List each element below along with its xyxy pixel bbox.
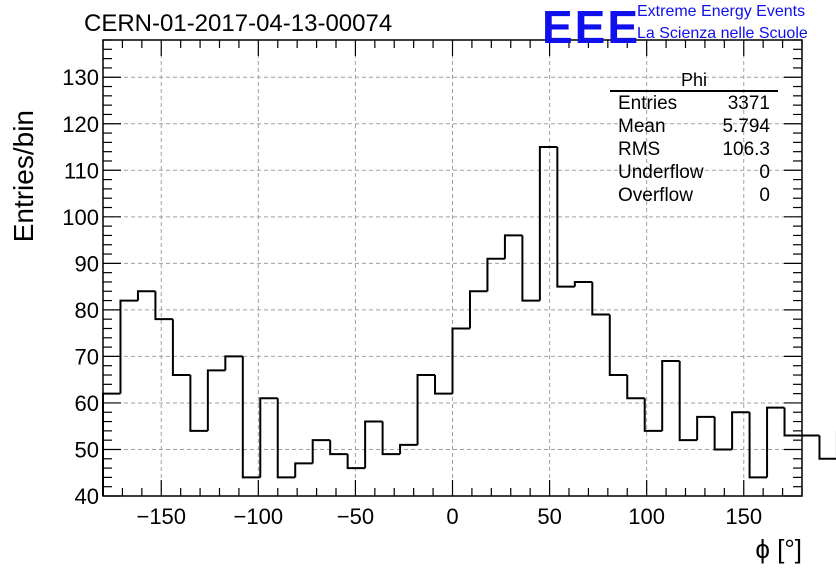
- logo-line-2: La Scienza nelle Scuole: [637, 25, 808, 42]
- stats-value: 0: [759, 162, 770, 183]
- x-tick-label: −100: [234, 504, 284, 529]
- histogram-bin: [364, 420, 383, 469]
- y-tick-label: 40: [75, 484, 99, 509]
- stats-row-mean: Mean 5.794: [610, 115, 778, 138]
- stats-box: Phi Entries 3371 Mean 5.794 RMS 106.3 Un…: [610, 70, 778, 207]
- histogram-bin: [294, 462, 313, 478]
- stats-row-overflow: Overflow 0: [610, 184, 778, 207]
- histogram-bin: [661, 360, 680, 431]
- y-tick-label: 90: [75, 251, 99, 276]
- histogram-bin: [136, 290, 156, 301]
- histogram-bin: [171, 319, 191, 377]
- stats-row-underflow: Underflow 0: [610, 161, 778, 184]
- axis-ticks: [102, 39, 803, 497]
- histogram-bin: [206, 369, 226, 431]
- stats-label: RMS: [618, 139, 661, 160]
- y-tick-label: 130: [62, 65, 99, 90]
- histogram-bin: [276, 398, 296, 479]
- histogram-bin: [608, 314, 628, 377]
- x-axis-label: ϕ [°]: [755, 534, 802, 564]
- chart-title: CERN-01-2017-04-13-00074: [84, 10, 393, 37]
- logo-line-1: Extreme Energy Events: [637, 3, 806, 20]
- histogram-bin: [643, 398, 663, 432]
- y-tick-label: 100: [62, 205, 99, 230]
- histogram-bin: [102, 392, 121, 496]
- x-tick-label: 50: [537, 504, 561, 529]
- y-axis-label: Entries/bin: [8, 110, 39, 243]
- grid-lines: [103, 40, 802, 496]
- histogram-bin: [766, 406, 785, 478]
- histogram-bin: [818, 435, 836, 460]
- stats-label: Entries: [618, 93, 678, 114]
- histogram-bin: [626, 375, 645, 400]
- histogram-bin: [468, 290, 488, 329]
- y-tick-label: 70: [75, 344, 99, 369]
- stats-label: Mean: [618, 116, 666, 137]
- histogram-bin: [259, 397, 278, 478]
- axis-tick-labels: −150 −100 −50 0 50 100 150 40 50 60 70 80 90 100 110 12…: [62, 65, 762, 529]
- histogram-bin: [154, 291, 173, 321]
- histogram-bin: [573, 280, 593, 287]
- histogram-bin: [329, 440, 348, 456]
- eee-logo-mark: EEE: [542, 1, 641, 53]
- histogram-bin: [503, 234, 523, 259]
- histogram-bin: [434, 375, 453, 395]
- histogram-bin: [678, 361, 698, 442]
- histogram-bin: [713, 416, 733, 451]
- histogram-bin: [381, 421, 401, 456]
- y-tick-label: 50: [75, 437, 99, 462]
- x-tick-label: 150: [725, 504, 762, 529]
- histogram-bin: [556, 147, 575, 288]
- histogram-bin: [346, 454, 366, 470]
- histogram-bin: [451, 327, 470, 394]
- stats-title: Phi: [610, 70, 778, 92]
- histogram-bin: [783, 407, 802, 437]
- histogram-bin: [486, 257, 505, 292]
- x-tick-label: 0: [446, 504, 458, 529]
- histogram-bin: [241, 356, 261, 479]
- histogram-bin: [189, 375, 208, 432]
- histogram-bin: [416, 374, 436, 445]
- stats-row-rms: RMS 106.3: [610, 138, 778, 161]
- y-tick-label: 120: [62, 112, 99, 137]
- x-tick-label: −150: [136, 504, 186, 529]
- histogram-bin: [538, 146, 558, 301]
- stats-value: 0: [759, 185, 770, 206]
- x-tick-label: 100: [628, 504, 665, 529]
- histogram-bin: [224, 355, 243, 371]
- stats-value: 106.3: [722, 139, 770, 160]
- stats-label: Underflow: [618, 162, 704, 183]
- stats-row-entries: Entries 3371: [610, 92, 778, 115]
- histogram-bin: [119, 299, 138, 394]
- histogram-bin: [591, 281, 610, 316]
- histogram-bin: [399, 443, 418, 455]
- stats-value: 5.794: [722, 116, 770, 137]
- histogram-bars: [102, 146, 836, 496]
- x-tick-label: −50: [337, 504, 374, 529]
- histogram-bin: [731, 411, 750, 450]
- y-tick-label: 60: [75, 391, 99, 416]
- stats-label: Overflow: [618, 185, 693, 206]
- histogram-bin: [521, 235, 540, 302]
- histogram-bin: [311, 439, 331, 464]
- histogram-bin: [748, 412, 768, 479]
- stats-value: 3371: [727, 93, 770, 114]
- y-tick-label: 80: [75, 298, 99, 323]
- histogram-bin: [696, 415, 715, 441]
- y-tick-label: 110: [64, 158, 99, 183]
